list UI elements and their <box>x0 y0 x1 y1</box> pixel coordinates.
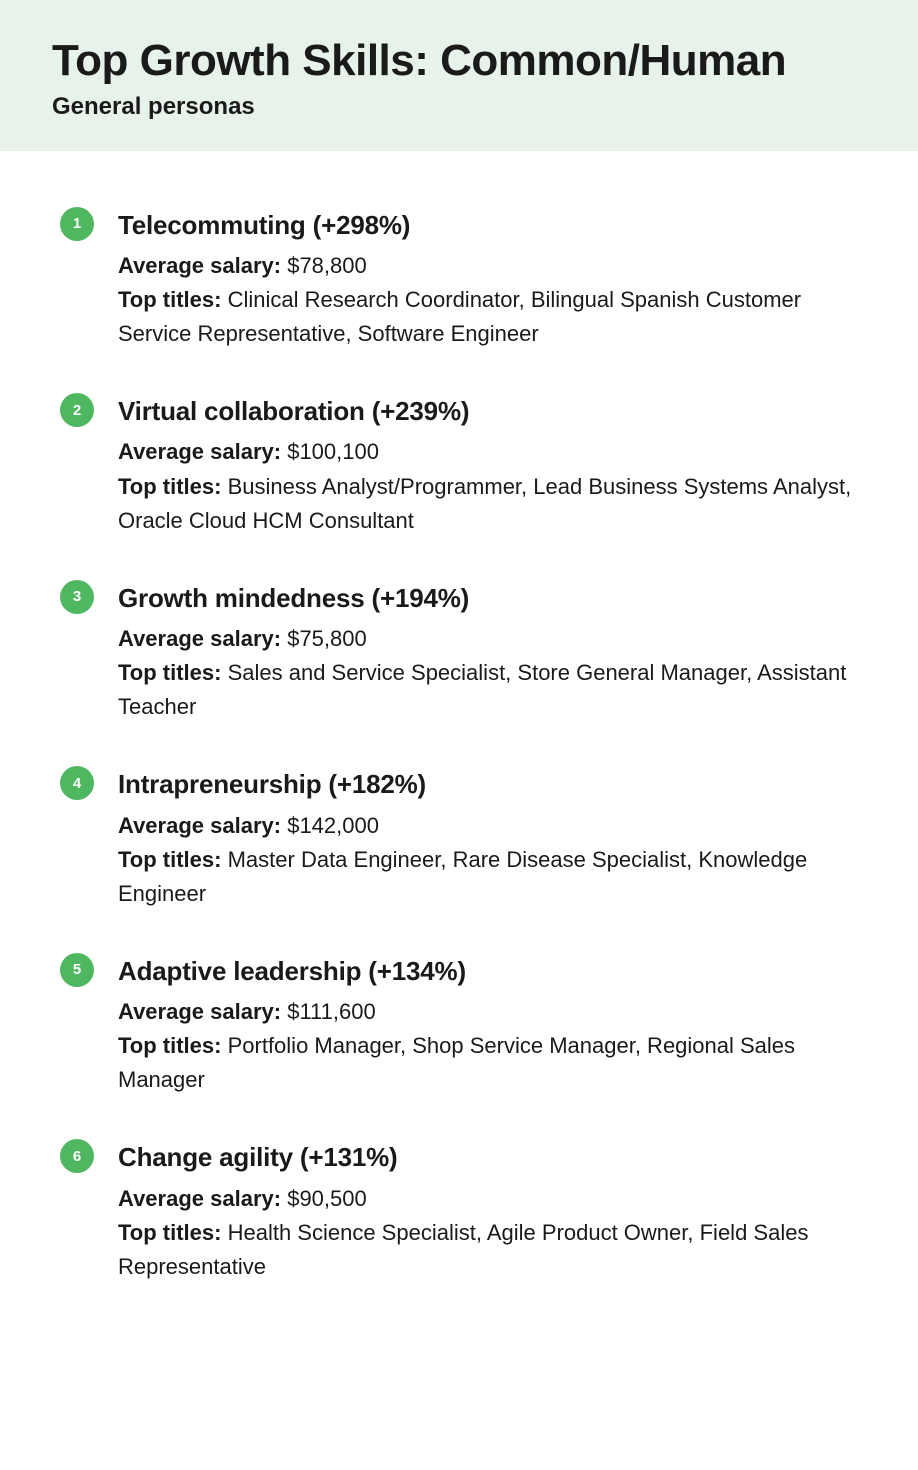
top-titles-label: Top titles: <box>118 1033 221 1058</box>
top-titles-row: Top titles: Portfolio Manager, Shop Serv… <box>118 1029 858 1097</box>
top-titles-row: Top titles: Master Data Engineer, Rare D… <box>118 843 858 911</box>
avg-salary-label: Average salary: <box>118 813 281 838</box>
page-title: Top Growth Skills: Common/Human <box>52 36 880 87</box>
avg-salary-row: Average salary: $78,800 <box>118 249 858 283</box>
avg-salary-label: Average salary: <box>118 1186 281 1211</box>
top-titles-row: Top titles: Sales and Service Specialist… <box>118 656 858 724</box>
rank-badge: 2 <box>60 393 94 427</box>
top-titles-row: Top titles: Business Analyst/Programmer,… <box>118 470 858 538</box>
skill-content: Change agility (+131%) Average salary: $… <box>118 1137 858 1284</box>
skill-title: Growth mindedness (+194%) <box>118 578 858 618</box>
avg-salary-row: Average salary: $111,600 <box>118 995 858 1029</box>
skill-item: 6 Change agility (+131%) Average salary:… <box>60 1137 858 1284</box>
skill-item: 2 Virtual collaboration (+239%) Average … <box>60 391 858 538</box>
top-titles-label: Top titles: <box>118 660 221 685</box>
top-titles-value: Clinical Research Coordinator, Bilingual… <box>118 287 801 346</box>
skill-content: Adaptive leadership (+134%) Average sala… <box>118 951 858 1098</box>
skill-content: Virtual collaboration (+239%) Average sa… <box>118 391 858 538</box>
top-titles-value: Master Data Engineer, Rare Disease Speci… <box>118 847 807 906</box>
avg-salary-value: $75,800 <box>287 626 367 651</box>
avg-salary-label: Average salary: <box>118 626 281 651</box>
avg-salary-value: $78,800 <box>287 253 367 278</box>
skill-item: 3 Growth mindedness (+194%) Average sala… <box>60 578 858 725</box>
skills-list: 1 Telecommuting (+298%) Average salary: … <box>0 151 918 1354</box>
skill-title: Telecommuting (+298%) <box>118 205 858 245</box>
avg-salary-row: Average salary: $100,100 <box>118 435 858 469</box>
skill-title: Change agility (+131%) <box>118 1137 858 1177</box>
page: Top Growth Skills: Common/Human General … <box>0 0 918 1470</box>
top-titles-value: Sales and Service Specialist, Store Gene… <box>118 660 846 719</box>
skill-title: Intrapreneurship (+182%) <box>118 764 858 804</box>
avg-salary-label: Average salary: <box>118 439 281 464</box>
skill-title: Adaptive leadership (+134%) <box>118 951 858 991</box>
page-subtitle: General personas <box>52 93 880 121</box>
skill-content: Growth mindedness (+194%) Average salary… <box>118 578 858 725</box>
avg-salary-label: Average salary: <box>118 253 281 278</box>
avg-salary-value: $100,100 <box>287 439 379 464</box>
skill-item: 1 Telecommuting (+298%) Average salary: … <box>60 205 858 352</box>
top-titles-value: Business Analyst/Programmer, Lead Busine… <box>118 474 851 533</box>
avg-salary-row: Average salary: $142,000 <box>118 809 858 843</box>
top-titles-label: Top titles: <box>118 1220 221 1245</box>
skill-content: Telecommuting (+298%) Average salary: $7… <box>118 205 858 352</box>
top-titles-row: Top titles: Health Science Specialist, A… <box>118 1216 858 1284</box>
skill-content: Intrapreneurship (+182%) Average salary:… <box>118 764 858 911</box>
avg-salary-label: Average salary: <box>118 999 281 1024</box>
top-titles-label: Top titles: <box>118 474 221 499</box>
rank-badge: 4 <box>60 766 94 800</box>
avg-salary-row: Average salary: $75,800 <box>118 622 858 656</box>
top-titles-value: Health Science Specialist, Agile Product… <box>118 1220 808 1279</box>
rank-badge: 3 <box>60 580 94 614</box>
skill-title: Virtual collaboration (+239%) <box>118 391 858 431</box>
top-titles-row: Top titles: Clinical Research Coordinato… <box>118 283 858 351</box>
top-titles-label: Top titles: <box>118 847 221 872</box>
header-banner: Top Growth Skills: Common/Human General … <box>0 0 918 151</box>
top-titles-label: Top titles: <box>118 287 221 312</box>
rank-badge: 1 <box>60 207 94 241</box>
skill-item: 4 Intrapreneurship (+182%) Average salar… <box>60 764 858 911</box>
avg-salary-value: $142,000 <box>287 813 379 838</box>
skill-item: 5 Adaptive leadership (+134%) Average sa… <box>60 951 858 1098</box>
avg-salary-value: $90,500 <box>287 1186 367 1211</box>
rank-badge: 6 <box>60 1139 94 1173</box>
rank-badge: 5 <box>60 953 94 987</box>
avg-salary-row: Average salary: $90,500 <box>118 1182 858 1216</box>
avg-salary-value: $111,600 <box>287 999 376 1024</box>
